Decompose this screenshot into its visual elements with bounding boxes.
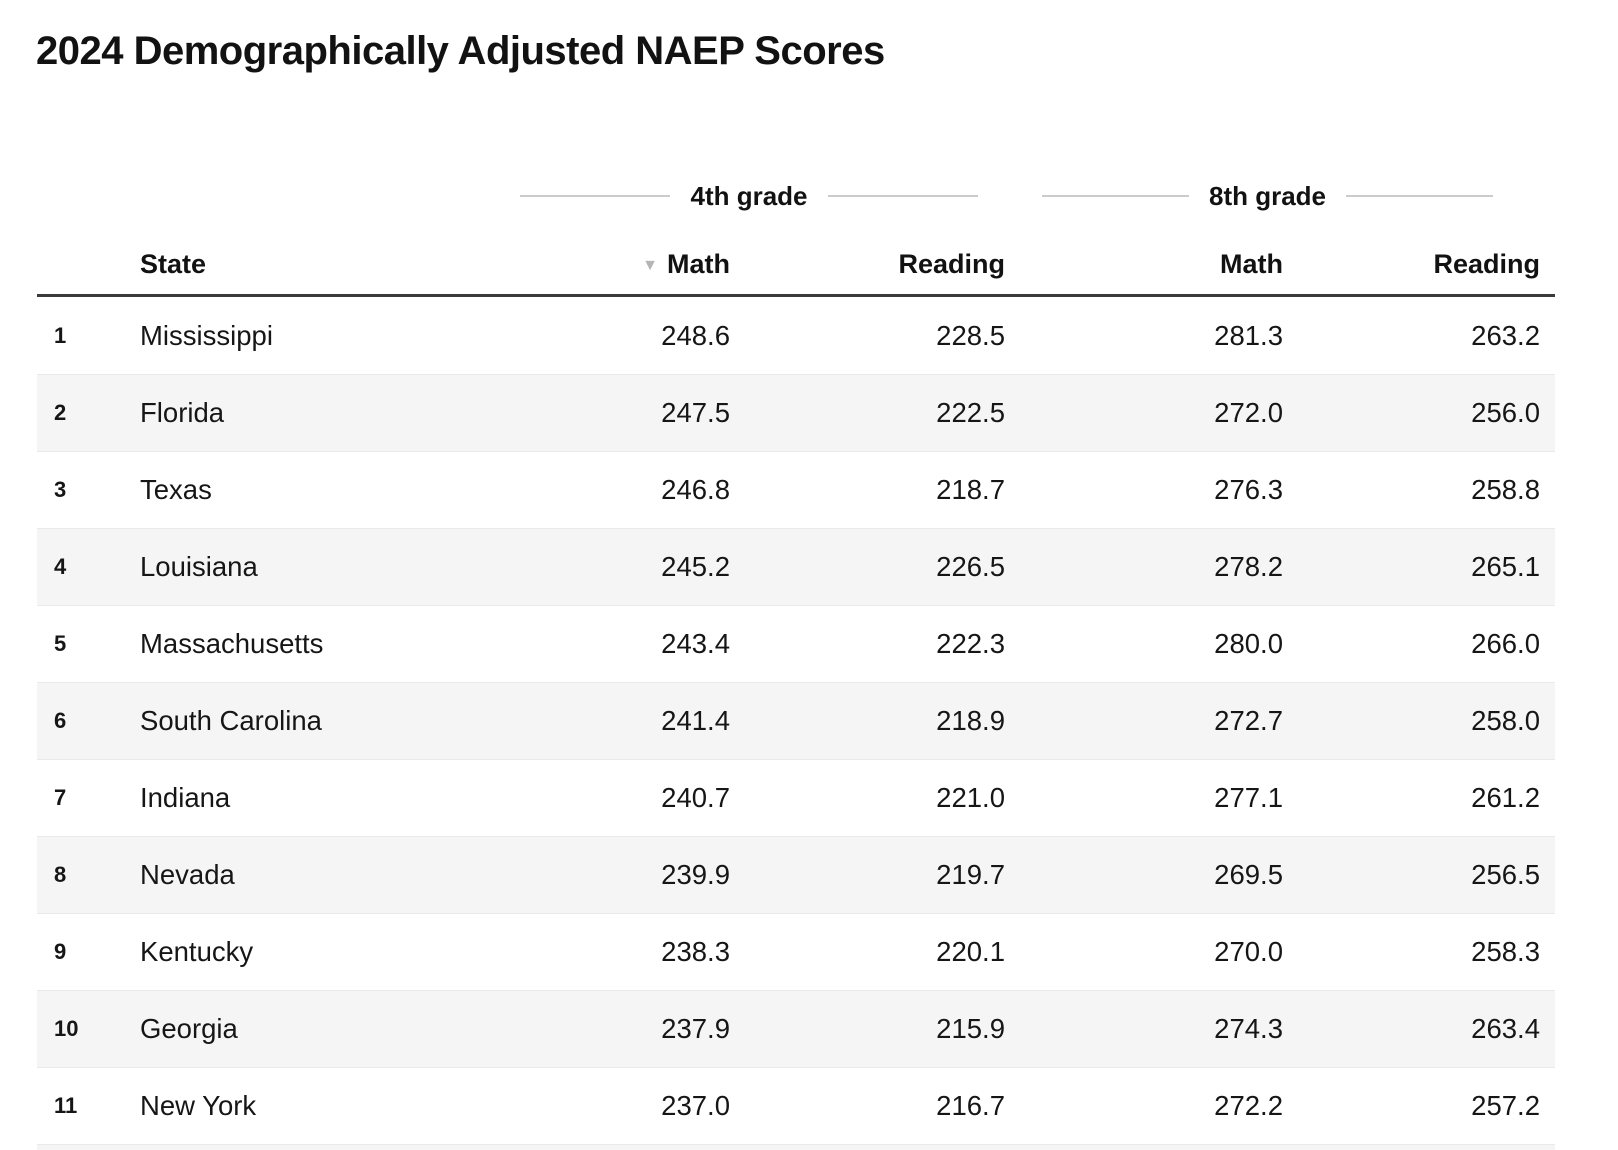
column-header-state[interactable]: State: [140, 249, 207, 279]
table-row: 6 South Carolina 241.4 218.9 272.7 258.0: [37, 682, 1555, 759]
divider-line: [827, 195, 978, 197]
state-cell: Kentucky: [140, 936, 254, 967]
score-cell-8th-reading: 266.0: [1471, 628, 1540, 659]
rank-cell: 11: [54, 1093, 78, 1118]
table-row-partial: [37, 1144, 1555, 1150]
score-cell-4th-reading: 219.7: [936, 859, 1005, 890]
score-cell-8th-math: 272.7: [1214, 705, 1283, 736]
rank-cell: 9: [54, 939, 67, 964]
score-cell-4th-reading: 215.9: [936, 1013, 1005, 1044]
score-cell-4th-math: 245.2: [661, 551, 730, 582]
score-cell-4th-math: 241.4: [661, 705, 730, 736]
score-cell-4th-math: 243.4: [661, 628, 730, 659]
rank-cell: 2: [54, 400, 67, 425]
rank-cell: 1: [54, 322, 67, 348]
score-cell-8th-math: 274.3: [1214, 1013, 1283, 1044]
column-group-8th-grade: 8th grade: [1020, 180, 1555, 212]
column-header-4th-reading[interactable]: Reading: [898, 249, 1005, 279]
score-cell-4th-reading: 221.0: [936, 782, 1005, 813]
score-cell-4th-math: 238.3: [661, 936, 730, 967]
column-header-label: Math: [667, 249, 730, 279]
score-cell-8th-reading: 258.3: [1471, 936, 1540, 967]
rank-cell: 10: [54, 1016, 79, 1041]
divider-line: [1346, 195, 1493, 197]
rank-cell: 6: [54, 708, 67, 733]
score-cell-8th-reading: 256.5: [1471, 859, 1540, 890]
score-cell-8th-reading: 261.2: [1471, 782, 1540, 813]
score-cell-8th-math: 272.0: [1214, 397, 1283, 428]
score-cell-8th-math: 276.3: [1214, 474, 1283, 505]
group-label-4th-grade: 4th grade: [690, 180, 808, 211]
score-cell-8th-reading: 257.2: [1471, 1090, 1540, 1121]
score-cell-4th-reading: 222.5: [936, 397, 1005, 428]
divider-line: [520, 195, 671, 197]
table-row: 7 Indiana 240.7 221.0 277.1 261.2: [37, 759, 1555, 836]
score-cell-8th-math: 277.1: [1214, 782, 1283, 813]
rank-cell: 7: [54, 785, 67, 810]
score-cell-4th-math: 240.7: [661, 782, 730, 813]
state-cell: Mississippi: [140, 319, 273, 351]
state-cell: Nevada: [140, 859, 235, 890]
page-title: 2024 Demographically Adjusted NAEP Score…: [36, 29, 885, 73]
score-cell-8th-math: 278.2: [1214, 551, 1283, 582]
score-cell-4th-math: 248.6: [661, 319, 730, 351]
column-header-8th-math[interactable]: Math: [1220, 249, 1283, 279]
table-row: 1 Mississippi 248.6 228.5 281.3 263.2: [37, 297, 1555, 374]
score-cell-8th-reading: 258.8: [1471, 474, 1540, 505]
table-row: 8 Nevada 239.9 219.7 269.5 256.5: [37, 836, 1555, 913]
table-header-row: State ▼ Math Reading Math Reading: [37, 235, 1555, 297]
rank-cell: 4: [54, 554, 67, 579]
table-row: 4 Louisiana 245.2 226.5 278.2 265.1: [37, 528, 1555, 605]
rank-cell: 5: [54, 631, 67, 656]
score-cell-8th-reading: 258.0: [1471, 705, 1540, 736]
score-cell-4th-math: 247.5: [661, 397, 730, 428]
state-cell: Florida: [140, 397, 225, 428]
score-cell-4th-reading: 222.3: [936, 628, 1005, 659]
table-body: 1 Mississippi 248.6 228.5 281.3 263.2 2 …: [37, 297, 1555, 1144]
rank-cell: 3: [54, 477, 67, 502]
sort-descending-icon: ▼: [642, 257, 658, 274]
score-cell-4th-reading: 216.7: [936, 1090, 1005, 1121]
table-row: 10 Georgia 237.9 215.9 274.3 263.4: [37, 990, 1555, 1067]
table-row: 2 Florida 247.5 222.5 272.0 256.0: [37, 374, 1555, 451]
state-cell: South Carolina: [140, 705, 322, 736]
score-cell-4th-math: 246.8: [661, 474, 730, 505]
state-cell: Indiana: [140, 782, 231, 813]
table-row: 5 Massachusetts 243.4 222.3 280.0 266.0: [37, 605, 1555, 682]
column-header-4th-math[interactable]: ▼ Math: [470, 249, 745, 280]
state-cell: New York: [140, 1090, 257, 1121]
table-row: 9 Kentucky 238.3 220.1 270.0 258.3: [37, 913, 1555, 990]
group-label-8th-grade: 8th grade: [1208, 180, 1327, 211]
score-cell-8th-math: 270.0: [1214, 936, 1283, 967]
score-cell-4th-reading: 226.5: [936, 551, 1005, 582]
state-cell: Louisiana: [140, 551, 258, 582]
score-cell-4th-math: 239.9: [661, 859, 730, 890]
score-cell-4th-reading: 228.5: [936, 319, 1005, 351]
divider-line: [1042, 195, 1189, 197]
score-cell-4th-reading: 218.9: [936, 705, 1005, 736]
rank-cell: 8: [54, 862, 67, 887]
table-row: 3 Texas 246.8 218.7 276.3 258.8: [37, 451, 1555, 528]
score-cell-4th-math: 237.9: [661, 1013, 730, 1044]
score-cell-4th-reading: 218.7: [936, 474, 1005, 505]
score-cell-8th-reading: 263.2: [1471, 319, 1540, 351]
column-header-8th-reading[interactable]: Reading: [1433, 249, 1540, 279]
score-cell-8th-math: 269.5: [1214, 859, 1283, 890]
score-cell-8th-reading: 265.1: [1471, 551, 1540, 582]
state-cell: Texas: [140, 474, 212, 505]
column-group-headers: 4th grade 8th grade: [37, 180, 1555, 212]
score-cell-8th-math: 281.3: [1214, 319, 1283, 351]
score-cell-8th-reading: 263.4: [1471, 1013, 1540, 1044]
score-cell-4th-math: 237.0: [661, 1090, 730, 1121]
score-cell-4th-reading: 220.1: [936, 936, 1005, 967]
score-cell-8th-reading: 256.0: [1471, 397, 1540, 428]
score-cell-8th-math: 272.2: [1214, 1090, 1283, 1121]
column-group-4th-grade: 4th grade: [470, 180, 1020, 212]
scores-table: 4th grade 8th grade State ▼ Math Reading …: [37, 180, 1555, 1150]
table-row: 11 New York 237.0 216.7 272.2 257.2: [37, 1067, 1555, 1144]
state-cell: Georgia: [140, 1013, 238, 1044]
score-cell-8th-math: 280.0: [1214, 628, 1283, 659]
state-cell: Massachusetts: [140, 628, 324, 659]
